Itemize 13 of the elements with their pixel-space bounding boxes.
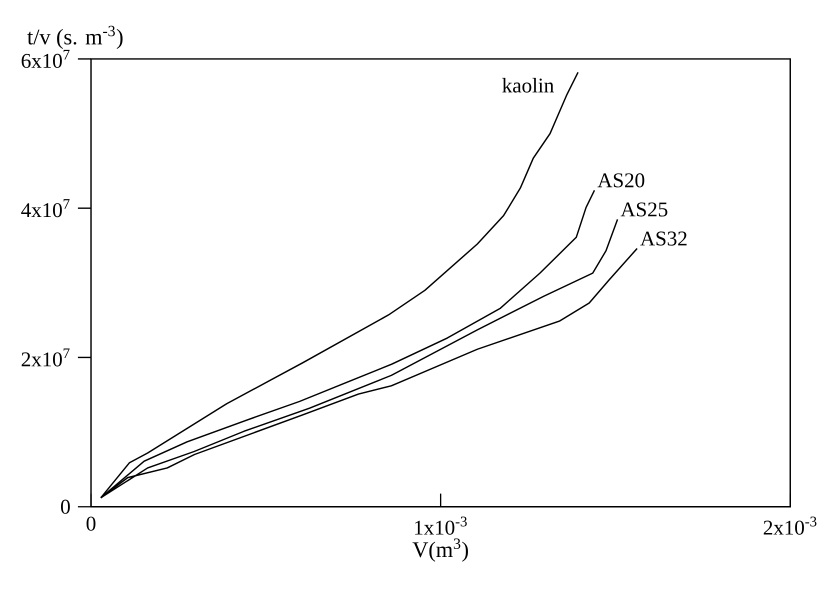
series-label: kaolin [502,78,554,93]
y-tick-label: 6x10$^{7}$ [22,50,70,68]
y-axis-title: t/v (s. m$^{-3}$) [27,26,123,49]
y-tick-label: 0 [61,500,70,514]
series-label: AS32 [640,231,687,246]
y-tick-label: 4x10$^{7}$ [21,199,70,218]
x-axis-title: V(m$^{3}$) [412,538,468,562]
x-tick-label: 1x10$^{-3}$ [415,516,467,535]
x-tick-label: 0 [86,516,96,531]
y-tick-label: 2x10$^{7}$ [22,348,70,366]
series-label: AS25 [620,202,668,216]
series-label: AS20 [598,173,644,188]
x-tick-label: 2x10$^{-3}$ [764,516,816,535]
